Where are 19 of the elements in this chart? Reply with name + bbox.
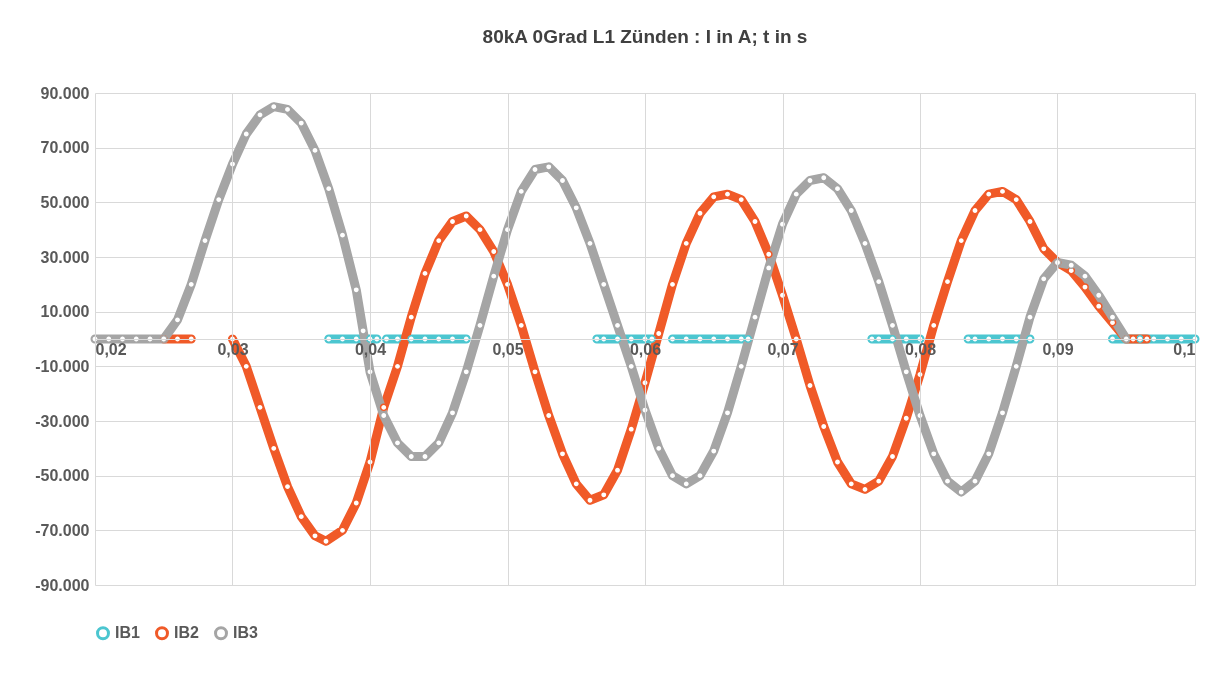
x-tick-label: 0,09 (1042, 340, 1074, 358)
legend-label: IB2 (174, 624, 199, 642)
y-tick-label: 10.000 (40, 303, 90, 321)
y-tick-label: -50.000 (35, 467, 90, 485)
legend-label: IB3 (233, 624, 258, 642)
x-tick-label: 0,02 (95, 340, 127, 358)
legend-label: IB1 (115, 624, 140, 642)
x-tick-label: 0,05 (492, 340, 524, 358)
x-tick-label: 0,1 (1173, 340, 1196, 358)
chart-title: 80kA 0Grad L1 Zünden : I in A; t in s (482, 26, 808, 47)
y-tick-label: 50.000 (40, 193, 90, 211)
y-tick-label: -10.000 (35, 357, 90, 375)
y-tick-label: -90.000 (35, 576, 90, 594)
y-tick-label: 30.000 (40, 248, 90, 266)
y-tick-label: 70.000 (40, 139, 90, 157)
y-tick-label: 90.000 (40, 84, 90, 102)
y-tick-label: -70.000 (35, 521, 90, 539)
y-tick-label: -30.000 (35, 412, 90, 430)
x-tick-label: 0,04 (354, 340, 387, 358)
